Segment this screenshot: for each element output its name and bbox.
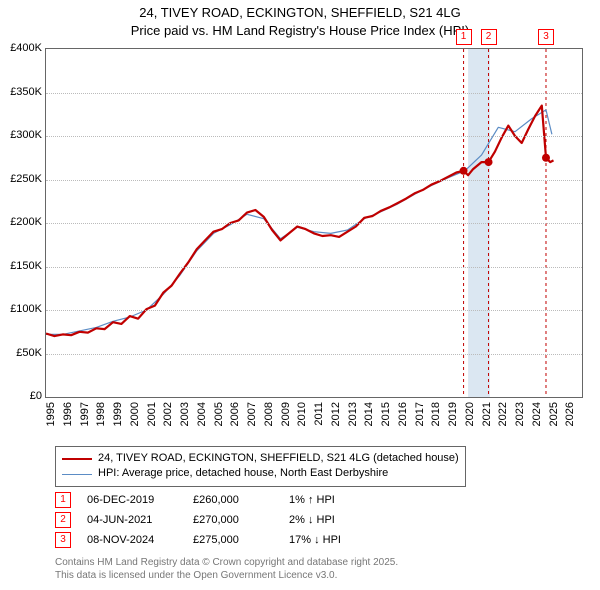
license-line-1: Contains HM Land Registry data © Crown c…: [55, 556, 398, 569]
y-gridline: [46, 354, 582, 355]
x-tick-label: 2019: [447, 402, 459, 426]
sale-row: 2 04-JUN-2021 £270,000 2% ↓ HPI: [55, 510, 369, 530]
sale-date: 06-DEC-2019: [87, 494, 177, 506]
x-tick-label: 1995: [45, 402, 57, 426]
chart-container: 24, TIVEY ROAD, ECKINGTON, SHEFFIELD, S2…: [0, 0, 600, 590]
x-tick-label: 2001: [146, 402, 158, 426]
x-tick-label: 2016: [397, 402, 409, 426]
x-tick-label: 2024: [531, 402, 543, 426]
sales-table: 1 06-DEC-2019 £260,000 1% ↑ HPI 2 04-JUN-2021…: [55, 490, 369, 550]
legend-row: HPI: Average price, detached house, Nort…: [62, 466, 459, 481]
x-tick-label: 2022: [497, 402, 509, 426]
sale-row: 3 08-NOV-2024 £275,000 17% ↓ HPI: [55, 530, 369, 550]
license-line-2: This data is licensed under the Open Gov…: [55, 569, 398, 582]
x-tick-label: 2012: [330, 402, 342, 426]
x-tick-label: 2023: [514, 402, 526, 426]
x-tick-label: 2011: [313, 402, 325, 426]
x-tick-label: 1998: [95, 402, 107, 426]
sale-row-marker: 2: [55, 512, 71, 528]
legend-row: 24, TIVEY ROAD, ECKINGTON, SHEFFIELD, S2…: [62, 451, 459, 466]
plot-area: 123: [45, 48, 583, 398]
y-tick-label: £0: [30, 390, 42, 402]
y-tick-label: £400K: [10, 42, 42, 54]
x-tick-label: 2008: [263, 402, 275, 426]
sale-marker-box: 2: [481, 29, 497, 45]
y-tick-label: £150K: [10, 260, 42, 272]
x-tick-label: 2007: [246, 402, 258, 426]
sale-delta: 17% ↓ HPI: [289, 534, 369, 546]
x-tick-label: 2000: [129, 402, 141, 426]
sale-marker-box: 3: [538, 29, 554, 45]
title-line-2: Price paid vs. HM Land Registry's House …: [0, 22, 600, 40]
sale-dot: [542, 154, 550, 162]
y-gridline: [46, 136, 582, 137]
sale-dot: [460, 167, 468, 175]
sale-date: 04-JUN-2021: [87, 514, 177, 526]
y-gridline: [46, 267, 582, 268]
x-tick-label: 2003: [179, 402, 191, 426]
x-tick-label: 1997: [79, 402, 91, 426]
legend-swatch: [62, 458, 92, 460]
x-tick-label: 2013: [347, 402, 359, 426]
x-tick-label: 1996: [62, 402, 74, 426]
y-tick-label: £350K: [10, 86, 42, 98]
title-block: 24, TIVEY ROAD, ECKINGTON, SHEFFIELD, S2…: [0, 0, 600, 39]
x-tick-label: 2020: [464, 402, 476, 426]
x-tick-label: 2014: [363, 402, 375, 426]
x-tick-label: 2004: [196, 402, 208, 426]
sale-delta: 2% ↓ HPI: [289, 514, 369, 526]
sale-price: £270,000: [193, 514, 273, 526]
title-line-1: 24, TIVEY ROAD, ECKINGTON, SHEFFIELD, S2…: [0, 4, 600, 22]
sale-dot: [485, 158, 493, 166]
sale-row-marker: 1: [55, 492, 71, 508]
x-tick-label: 2025: [548, 402, 560, 426]
x-tick-label: 2009: [280, 402, 292, 426]
sale-price: £260,000: [193, 494, 273, 506]
y-tick-label: £100K: [10, 303, 42, 315]
x-tick-label: 2018: [430, 402, 442, 426]
y-gridline: [46, 223, 582, 224]
x-tick-label: 2005: [213, 402, 225, 426]
x-tick-label: 2026: [564, 402, 576, 426]
legend-swatch: [62, 474, 92, 475]
y-gridline: [46, 93, 582, 94]
x-tick-label: 2010: [296, 402, 308, 426]
y-tick-label: £300K: [10, 129, 42, 141]
y-tick-label: £50K: [16, 347, 42, 359]
y-gridline: [46, 310, 582, 311]
x-tick-label: 2017: [414, 402, 426, 426]
sale-row-marker: 3: [55, 532, 71, 548]
x-tick-label: 2021: [481, 402, 493, 426]
sale-row: 1 06-DEC-2019 £260,000 1% ↑ HPI: [55, 490, 369, 510]
y-tick-label: £200K: [10, 216, 42, 228]
legend-label: HPI: Average price, detached house, Nort…: [98, 466, 388, 481]
legend: 24, TIVEY ROAD, ECKINGTON, SHEFFIELD, S2…: [55, 446, 466, 487]
x-tick-label: 2006: [229, 402, 241, 426]
sale-date: 08-NOV-2024: [87, 534, 177, 546]
x-tick-label: 1999: [112, 402, 124, 426]
sale-marker-box: 1: [456, 29, 472, 45]
y-gridline: [46, 180, 582, 181]
sale-price: £275,000: [193, 534, 273, 546]
x-tick-label: 2002: [162, 402, 174, 426]
sale-delta: 1% ↑ HPI: [289, 494, 369, 506]
x-axis: 1995 1996 1997 1998 1999 2000 2001 2002 2003 2004…: [45, 398, 583, 448]
legend-label: 24, TIVEY ROAD, ECKINGTON, SHEFFIELD, S2…: [98, 451, 459, 466]
license-text: Contains HM Land Registry data © Crown c…: [55, 556, 398, 582]
x-tick-label: 2015: [380, 402, 392, 426]
y-axis: £0£50K£100K£150K£200K£250K£300K£350K£400…: [0, 48, 44, 398]
y-tick-label: £250K: [10, 173, 42, 185]
